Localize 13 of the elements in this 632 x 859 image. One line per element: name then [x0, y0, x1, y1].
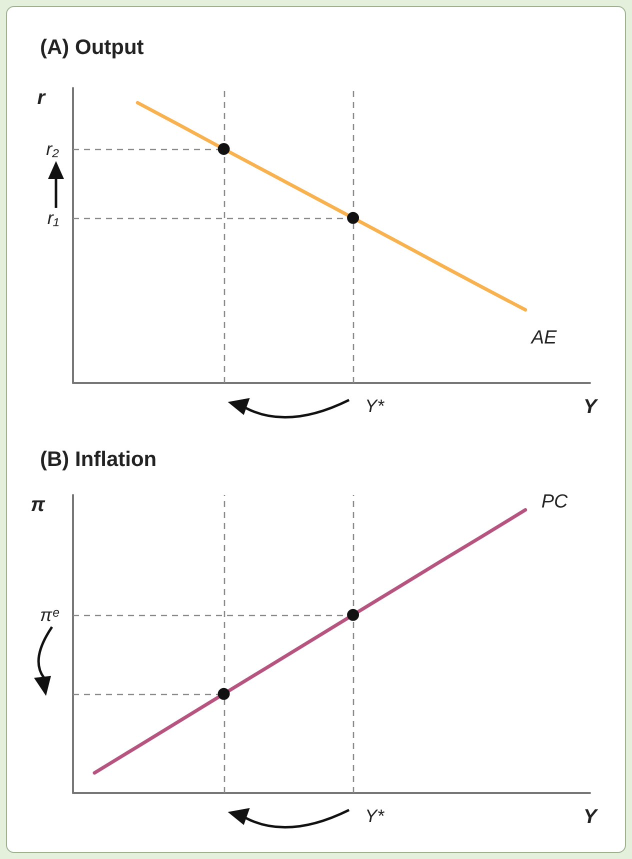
series-label: PC	[541, 491, 568, 512]
y-axis-title: π	[30, 494, 46, 516]
series-label: AE	[530, 327, 558, 348]
text: Y*	[365, 806, 386, 826]
chart-title: (B) Inflation	[40, 448, 157, 471]
ref-line-label: πᵉ	[40, 604, 60, 625]
text: Y*	[365, 396, 386, 416]
ref-line-label: r₂	[46, 138, 60, 159]
ref-line-label: r₁	[47, 208, 60, 228]
x-axis-title: Y	[583, 396, 598, 418]
chart-title: (A) Output	[40, 36, 144, 59]
y-axis-title: r	[37, 87, 46, 109]
x-axis-title: Y	[583, 806, 598, 828]
